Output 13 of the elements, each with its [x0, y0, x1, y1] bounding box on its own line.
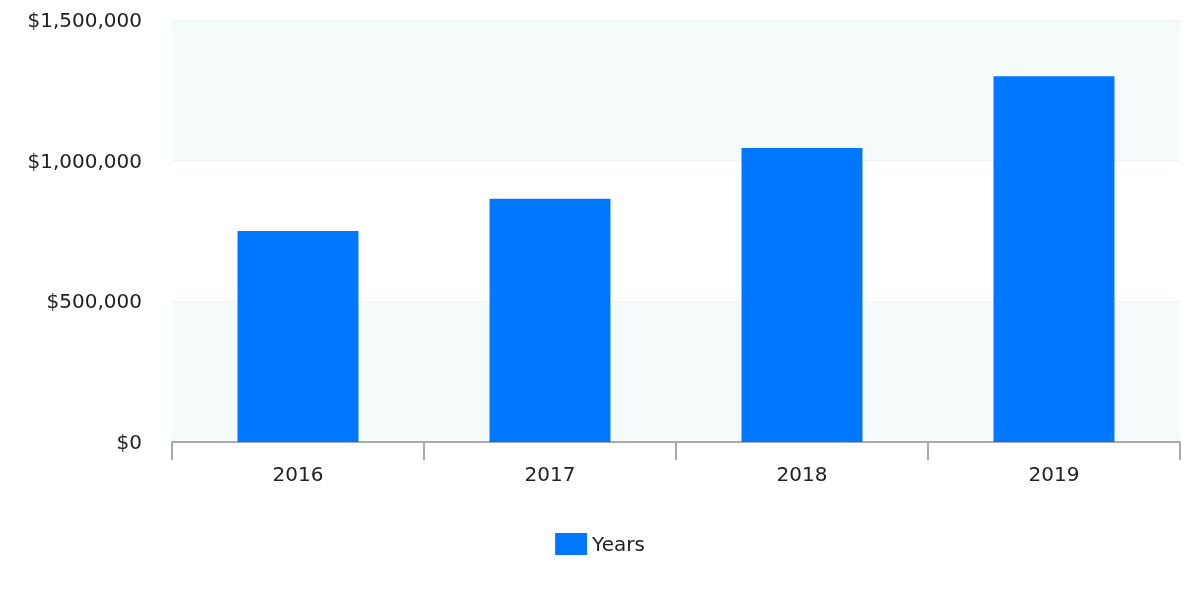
y-tick-label: $0: [116, 430, 142, 454]
y-tick-label: $1,000,000: [27, 148, 142, 173]
bar: [741, 148, 863, 442]
bar: [237, 231, 359, 442]
x-tick-label: 2017: [524, 462, 576, 486]
y-tick-label: $500,000: [46, 289, 142, 314]
legend-label: Years: [591, 532, 645, 556]
bar: [993, 76, 1115, 442]
bar: [489, 198, 611, 442]
x-tick-label: 2018: [776, 462, 828, 486]
x-tick-label: 2016: [272, 462, 324, 486]
y-tick-label: $1,500,000: [27, 8, 142, 32]
x-tick-label: 2019: [1028, 462, 1080, 486]
